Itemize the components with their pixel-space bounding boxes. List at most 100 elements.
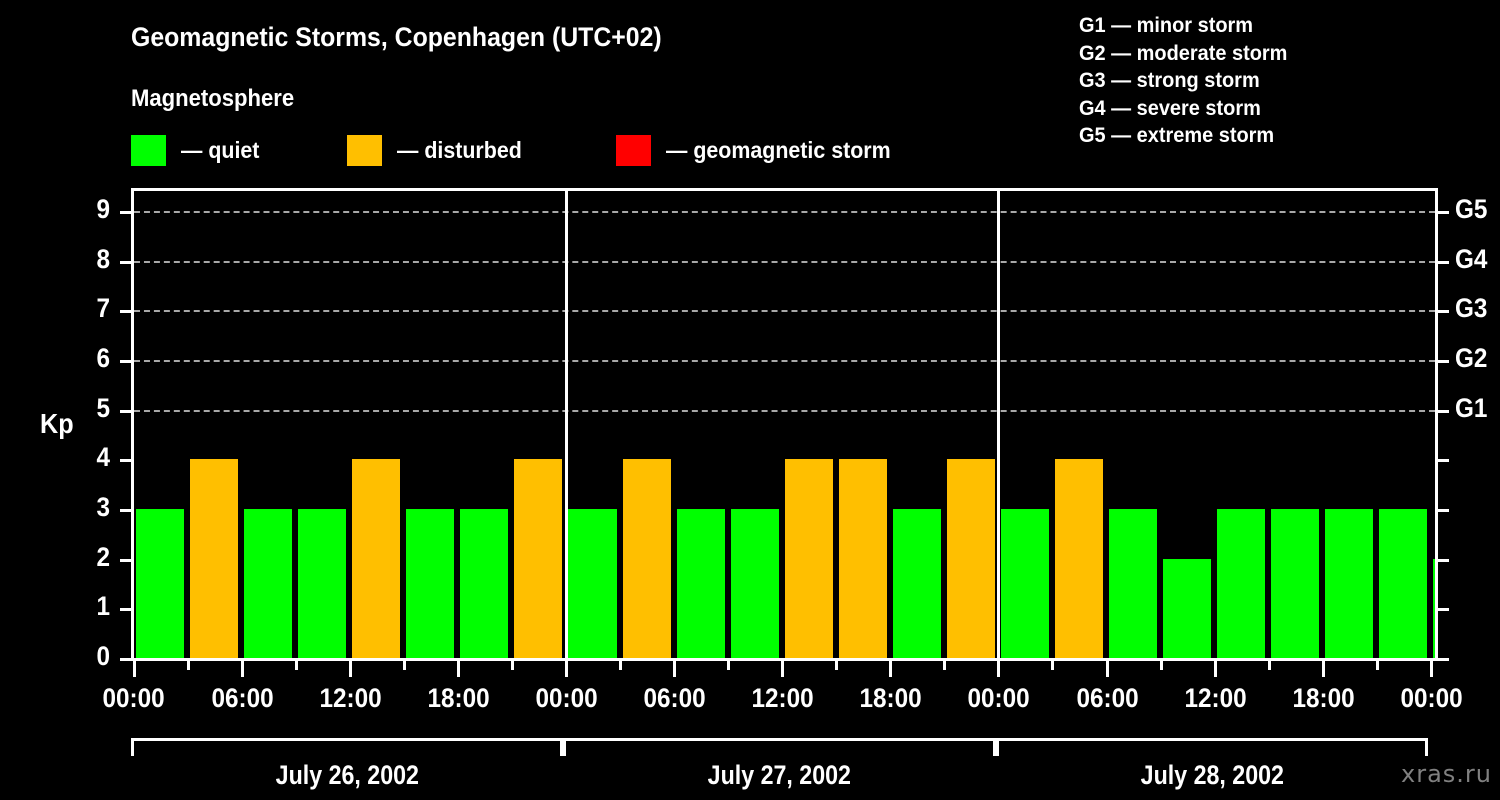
bar-day3-06-09: [1109, 508, 1158, 658]
g-axis-label-g3: G3: [1455, 295, 1491, 322]
gridline-kp-8: [134, 260, 1435, 263]
y-right-tick-9: [1435, 210, 1449, 214]
bar-day1-00-03: [136, 508, 185, 658]
y-tick-4: [120, 459, 134, 463]
x-tick-14: [889, 661, 893, 677]
x-tick-label-text: 06:00: [211, 683, 274, 713]
y-tick-8: [120, 260, 134, 264]
y-tick-label-text: 5: [96, 392, 110, 423]
chart-plot-inner: [134, 191, 1435, 658]
watermark: xras.ru: [1401, 760, 1492, 788]
y-tick-1: [120, 608, 134, 612]
y-right-tick-1: [1435, 608, 1449, 612]
x-tick-2: [240, 661, 244, 677]
g-scale-row-text: G5 — extreme storm: [1079, 124, 1275, 147]
legend-item-label: — geomagnetic storm: [666, 136, 891, 163]
y-right-tick-4: [1435, 459, 1449, 463]
y-right-tick-3: [1435, 508, 1449, 512]
bar-day1-21-24: [514, 459, 563, 658]
legend-item-label: — quiet: [181, 136, 260, 163]
x-tick-12: [781, 661, 785, 677]
g-scale-row-text: G1 — minor storm: [1079, 14, 1254, 37]
bar-day2-09-12: [730, 508, 779, 658]
x-tick-0: [132, 661, 136, 677]
x-tick-5: [402, 661, 406, 670]
y-tick-label-0: 0: [64, 643, 110, 670]
bar-day3-00-03: [1000, 508, 1049, 658]
day-label-text: July 28, 2002: [1140, 760, 1284, 790]
x-tick-label-text: 12:00: [1184, 683, 1247, 713]
bar-day1-09-12: [298, 508, 347, 658]
x-tick-label-text: 00:00: [1400, 683, 1463, 713]
y-tick-label-text: 9: [96, 193, 110, 224]
g-axis-label-text: G2: [1455, 342, 1488, 373]
day-label-text: July 26, 2002: [275, 760, 419, 790]
x-tick-label-text: 18:00: [427, 683, 490, 713]
x-tick-8: [564, 661, 568, 677]
x-tick-7: [510, 661, 514, 670]
legend-item-storm: — geomagnetic storm: [616, 133, 908, 167]
y-tick-label-4: 4: [64, 444, 110, 471]
storm-swatch: [616, 134, 651, 166]
g-scale-row-g4: G4 — severe storm: [1079, 95, 1298, 123]
x-tick-label-9: 06:00: [1037, 683, 1177, 714]
y-tick-label-text: 4: [96, 442, 110, 473]
x-tick-label-1: 06:00: [172, 683, 312, 714]
g-axis-label-text: G5: [1455, 193, 1488, 224]
x-tick-4: [348, 661, 352, 677]
y-tick-label-7: 7: [64, 295, 110, 322]
y-axis-title: Kp: [40, 408, 77, 440]
day-separator-1: [564, 191, 568, 658]
g-scale-legend: G1 — minor storm G2 — moderate storm G3 — …: [1079, 12, 1298, 150]
bar-day2-15-18: [838, 459, 887, 658]
x-tick-label-3: 18:00: [388, 683, 528, 714]
x-tick-9: [619, 661, 623, 670]
y-tick-2: [120, 558, 134, 562]
bar-day2-06-09: [676, 508, 725, 658]
gridline-kp-6: [134, 359, 1435, 362]
x-tick-1: [186, 661, 190, 670]
g-axis-label-g5: G5: [1455, 193, 1491, 224]
y-tick-label-text: 8: [96, 243, 110, 274]
x-tick-label-5: 06:00: [605, 683, 745, 714]
x-tick-22: [1321, 661, 1325, 677]
x-tick-label-text: 00:00: [102, 683, 166, 713]
x-tick-20: [1213, 661, 1217, 677]
x-tick-label-text: 12:00: [319, 683, 382, 713]
y-tick-9: [120, 210, 134, 214]
y-tick-label-9: 9: [64, 193, 110, 224]
x-tick-11: [727, 661, 731, 670]
gridline-kp-5: [134, 409, 1435, 412]
y-tick-label-8: 8: [64, 243, 110, 274]
y-right-tick-8: [1435, 260, 1449, 264]
y-tick-label-text: 6: [96, 342, 110, 373]
bar-day2-12-15: [784, 459, 833, 658]
x-tick-label-text: 06:00: [643, 683, 706, 713]
y-axis-title-text: Kp: [40, 408, 74, 439]
x-tick-label-2: 12:00: [280, 683, 420, 714]
x-tick-label-4: 00:00: [496, 683, 636, 714]
g-axis-label-g2: G2: [1455, 342, 1491, 373]
y-tick-label-5: 5: [64, 392, 110, 423]
disturbed-swatch: [347, 134, 382, 166]
x-tick-label-8: 00:00: [929, 683, 1069, 714]
page-title: Geomagnetic Storms, Copenhagen (UTC+02): [131, 22, 708, 53]
y-tick-7: [120, 310, 134, 314]
legend-item-label: — disturbed: [397, 136, 522, 163]
g-axis-label-g1: G1: [1455, 394, 1491, 422]
x-tick-24: [1429, 661, 1433, 677]
y-right-tick-6: [1435, 359, 1449, 363]
g-scale-row-text: G2 — moderate storm: [1079, 41, 1288, 65]
x-tick-13: [835, 661, 839, 670]
bar-day3-09-12: [1163, 558, 1212, 658]
bar-day4-00-03: [1433, 558, 1435, 658]
g-scale-row-text: G4 — severe storm: [1079, 96, 1261, 120]
gridline-kp-9: [134, 210, 1435, 213]
bar-day2-18-21: [892, 508, 941, 658]
x-tick-16: [997, 661, 1001, 677]
bar-day3-21-24: [1379, 508, 1428, 658]
y-tick-label-3: 3: [64, 493, 110, 521]
bar-day1-12-15: [352, 459, 401, 658]
day-label-text: July 27, 2002: [708, 760, 852, 790]
x-tick-label-text: 06:00: [1075, 683, 1139, 713]
